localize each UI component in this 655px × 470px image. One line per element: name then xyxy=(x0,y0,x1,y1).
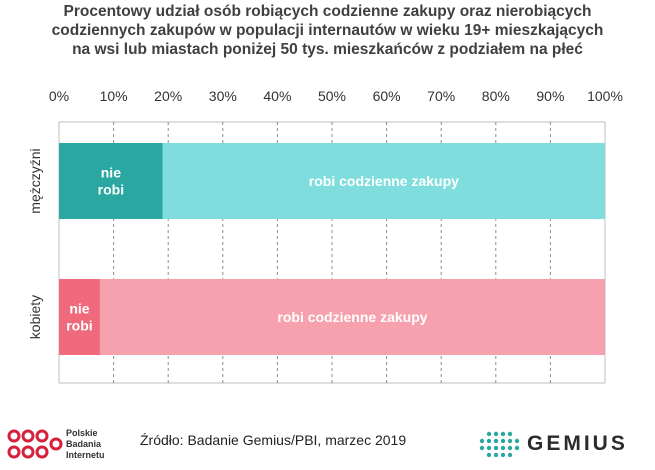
x-tick-label: 10% xyxy=(100,88,128,104)
logo-dot xyxy=(507,438,513,444)
logo-dot xyxy=(514,438,520,444)
logo-dot xyxy=(7,429,21,443)
logo-dot xyxy=(7,445,21,459)
category-label: kobiety xyxy=(27,295,43,339)
logo-dot xyxy=(35,445,49,459)
x-tick-label: 100% xyxy=(587,88,623,104)
segment-label: robi codzienne zakupy xyxy=(277,309,427,325)
segment-label: robi xyxy=(98,182,124,198)
logo-dot xyxy=(479,445,485,451)
x-tick-label: 30% xyxy=(209,88,237,104)
pbi-line-3: Internetu xyxy=(66,450,105,460)
logo-dot xyxy=(493,431,499,437)
stacked-bar-chart: 0% 10% 20% 30% 40% 50% 60% 70% 80% 90% 100%nierobi… xyxy=(27,88,623,384)
logo-dot xyxy=(486,445,492,451)
logo-dot xyxy=(507,431,513,437)
chart-title: Procentowy udział osób robiących codzien… xyxy=(0,2,655,59)
title-line-2: codziennych zakupów w populacji internau… xyxy=(51,22,604,39)
bar-segment xyxy=(59,143,163,219)
pbi-logo-text: Polskie Badania Internetu xyxy=(66,428,105,461)
segment-label: nie xyxy=(69,301,89,317)
logo-dot xyxy=(35,429,49,443)
bar-segment xyxy=(99,279,605,355)
x-tick-label: 90% xyxy=(536,88,564,104)
logo-dot xyxy=(507,452,513,458)
logo-dot xyxy=(486,431,492,437)
logo-dot xyxy=(507,445,513,451)
category-label: mężczyźni xyxy=(27,148,43,213)
x-tick-label: 80% xyxy=(482,88,510,104)
segment-label: robi codzienne zakupy xyxy=(309,173,459,189)
logo-dot xyxy=(486,438,492,444)
bar-segment xyxy=(59,279,100,355)
logo-dot xyxy=(493,452,499,458)
logo-dot xyxy=(21,445,35,459)
segment-label: robi xyxy=(66,318,92,334)
pbi-line-2: Badania xyxy=(66,439,102,449)
x-tick-label: 40% xyxy=(263,88,291,104)
title-line-1: Procentowy udział osób robiących codzien… xyxy=(63,3,592,20)
logo-dot xyxy=(500,438,506,444)
segment-label: nie xyxy=(101,165,121,181)
logo-dot xyxy=(493,445,499,451)
logo-dot xyxy=(479,438,485,444)
gemius-logo-icon xyxy=(479,431,520,458)
x-tick-label: 60% xyxy=(373,88,401,104)
x-tick-label: 20% xyxy=(154,88,182,104)
logo-dot xyxy=(500,445,506,451)
logo-dot xyxy=(500,452,506,458)
logo-dot xyxy=(21,429,35,443)
title-line-3: na wsi lub miastach poniżej 50 tys. mies… xyxy=(72,41,583,58)
logo-dot xyxy=(486,452,492,458)
logo-dot xyxy=(514,445,520,451)
pbi-logo-icon xyxy=(7,429,63,459)
logo-dot xyxy=(500,431,506,437)
x-tick-label: 70% xyxy=(427,88,455,104)
logo-dot xyxy=(49,437,63,451)
source-note: Źródło: Badanie Gemius/PBI, marzec 2019 xyxy=(140,432,407,448)
logo-dot xyxy=(493,438,499,444)
gemius-logo-text: GEMIUS xyxy=(527,432,628,455)
x-tick-label: 50% xyxy=(318,88,346,104)
pbi-line-1: Polskie xyxy=(66,428,98,438)
x-tick-label: 0% xyxy=(49,88,69,104)
bar-segment xyxy=(162,143,606,219)
